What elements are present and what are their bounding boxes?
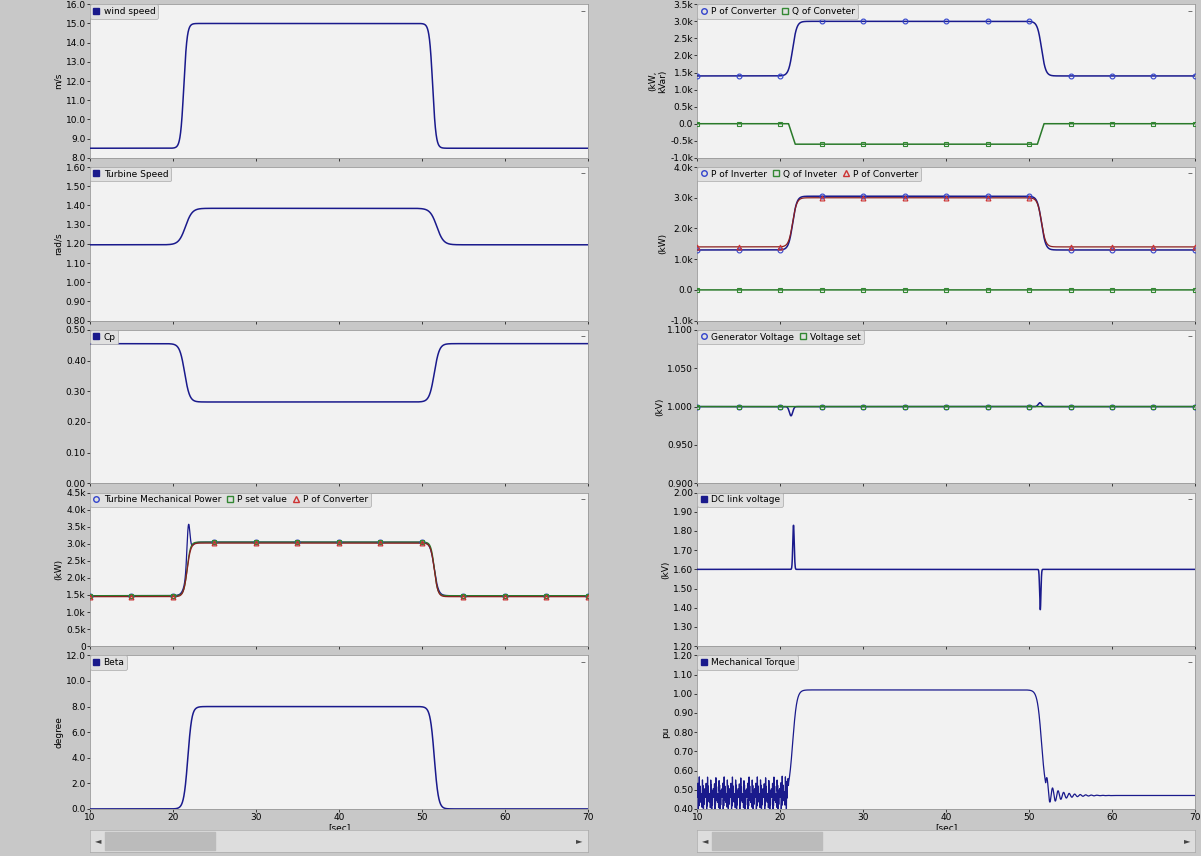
Text: –: – [1188,169,1193,178]
Text: ◄: ◄ [95,836,102,846]
Y-axis label: rad/s: rad/s [54,233,62,255]
Text: –: – [580,494,585,504]
Legend: P of Inverter, Q of Inveter, P of Converter: P of Inverter, Q of Inveter, P of Conver… [698,167,921,181]
Text: –: – [580,657,585,667]
Legend: Beta: Beta [90,656,127,669]
Text: –: – [1188,657,1193,667]
Text: –: – [1188,6,1193,15]
Legend: DC link voltage: DC link voltage [698,492,783,507]
Text: –: – [580,169,585,178]
Y-axis label: (kW,
kVar): (kW, kVar) [649,69,668,92]
Y-axis label: (kV): (kV) [656,397,664,416]
Legend: wind speed: wind speed [90,4,159,19]
Legend: Turbine Mechanical Power, P set value, P of Converter: Turbine Mechanical Power, P set value, P… [90,492,371,507]
Legend: Generator Voltage, Voltage set: Generator Voltage, Voltage set [698,330,864,344]
X-axis label: [sec]: [sec] [328,823,349,833]
Text: ◄: ◄ [703,836,709,846]
Y-axis label: (kW): (kW) [658,234,668,254]
Text: –: – [1188,494,1193,504]
Text: ►: ► [1183,836,1190,846]
Legend: Mechanical Torque: Mechanical Torque [698,656,797,669]
Y-axis label: (kW): (kW) [54,559,64,580]
Y-axis label: pu: pu [662,727,670,738]
Legend: Cp: Cp [90,330,119,344]
Text: ►: ► [576,836,582,846]
Y-axis label: degree: degree [54,716,62,748]
Text: –: – [1188,331,1193,342]
Text: –: – [580,331,585,342]
Legend: Turbine Speed: Turbine Speed [90,167,171,181]
Legend: P of Converter, Q of Conveter: P of Converter, Q of Conveter [698,4,858,19]
Y-axis label: (kV): (kV) [662,560,670,579]
X-axis label: [sec]: [sec] [936,823,957,833]
Text: –: – [580,6,585,15]
Y-axis label: m/s: m/s [54,73,62,89]
